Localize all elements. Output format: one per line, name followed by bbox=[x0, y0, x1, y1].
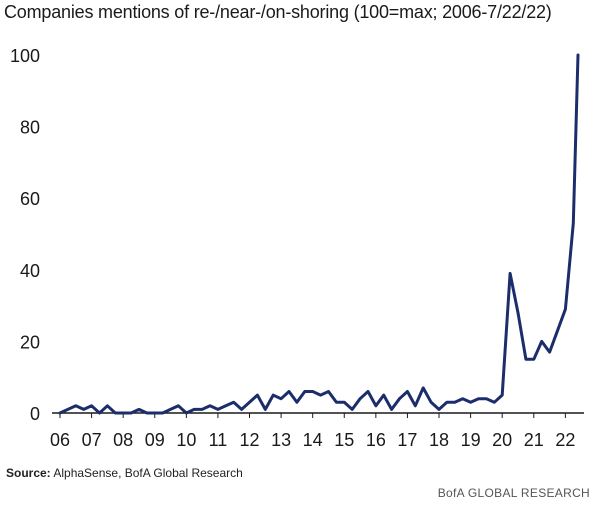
x-tick-label: 09 bbox=[145, 430, 165, 450]
x-tick-label: 17 bbox=[397, 430, 417, 450]
y-tick-label: 100 bbox=[10, 46, 40, 66]
x-tick-label: 14 bbox=[303, 430, 323, 450]
y-tick-label: 40 bbox=[20, 261, 40, 281]
x-tick-label: 21 bbox=[524, 430, 544, 450]
x-tick-label: 19 bbox=[461, 430, 481, 450]
y-axis-ticks: 0 20 40 60 80 100 bbox=[10, 46, 40, 424]
source-label: Source: bbox=[6, 466, 51, 480]
chart-title: Companies mentions of re-/near-/on-shori… bbox=[4, 2, 552, 22]
x-tick-label: 12 bbox=[239, 430, 259, 450]
x-tick-label: 22 bbox=[555, 430, 575, 450]
x-tick-label: 06 bbox=[50, 430, 70, 450]
x-tick-label: 20 bbox=[492, 430, 512, 450]
x-tick-label: 07 bbox=[82, 430, 102, 450]
x-tick-label: 08 bbox=[113, 430, 133, 450]
x-tick-label: 18 bbox=[429, 430, 449, 450]
y-tick-label: 20 bbox=[20, 332, 40, 352]
line-chart: 0 20 40 60 80 100 06 07 08 09 10 11 12 13 14 15 16 17 18 1… bbox=[10, 46, 584, 450]
x-axis-ticks: 06 07 08 09 10 11 12 13 14 15 16 17 18 19 20 21 22 bbox=[50, 413, 575, 450]
y-tick-label: 80 bbox=[20, 118, 40, 138]
x-tick-label: 11 bbox=[209, 430, 228, 450]
credit-text: BofA GLOBAL RESEARCH bbox=[437, 486, 590, 500]
x-tick-label: 16 bbox=[366, 430, 386, 450]
source-note: Source: AlphaSense, BofA Global Research bbox=[6, 466, 243, 480]
y-tick-label: 60 bbox=[20, 189, 40, 209]
x-tick-label: 13 bbox=[271, 430, 291, 450]
x-tick-label: 10 bbox=[176, 430, 196, 450]
y-tick-label: 0 bbox=[30, 404, 40, 424]
series-line bbox=[58, 53, 580, 415]
x-tick-label: 15 bbox=[334, 430, 354, 450]
source-text: AlphaSense, BofA Global Research bbox=[53, 466, 243, 480]
